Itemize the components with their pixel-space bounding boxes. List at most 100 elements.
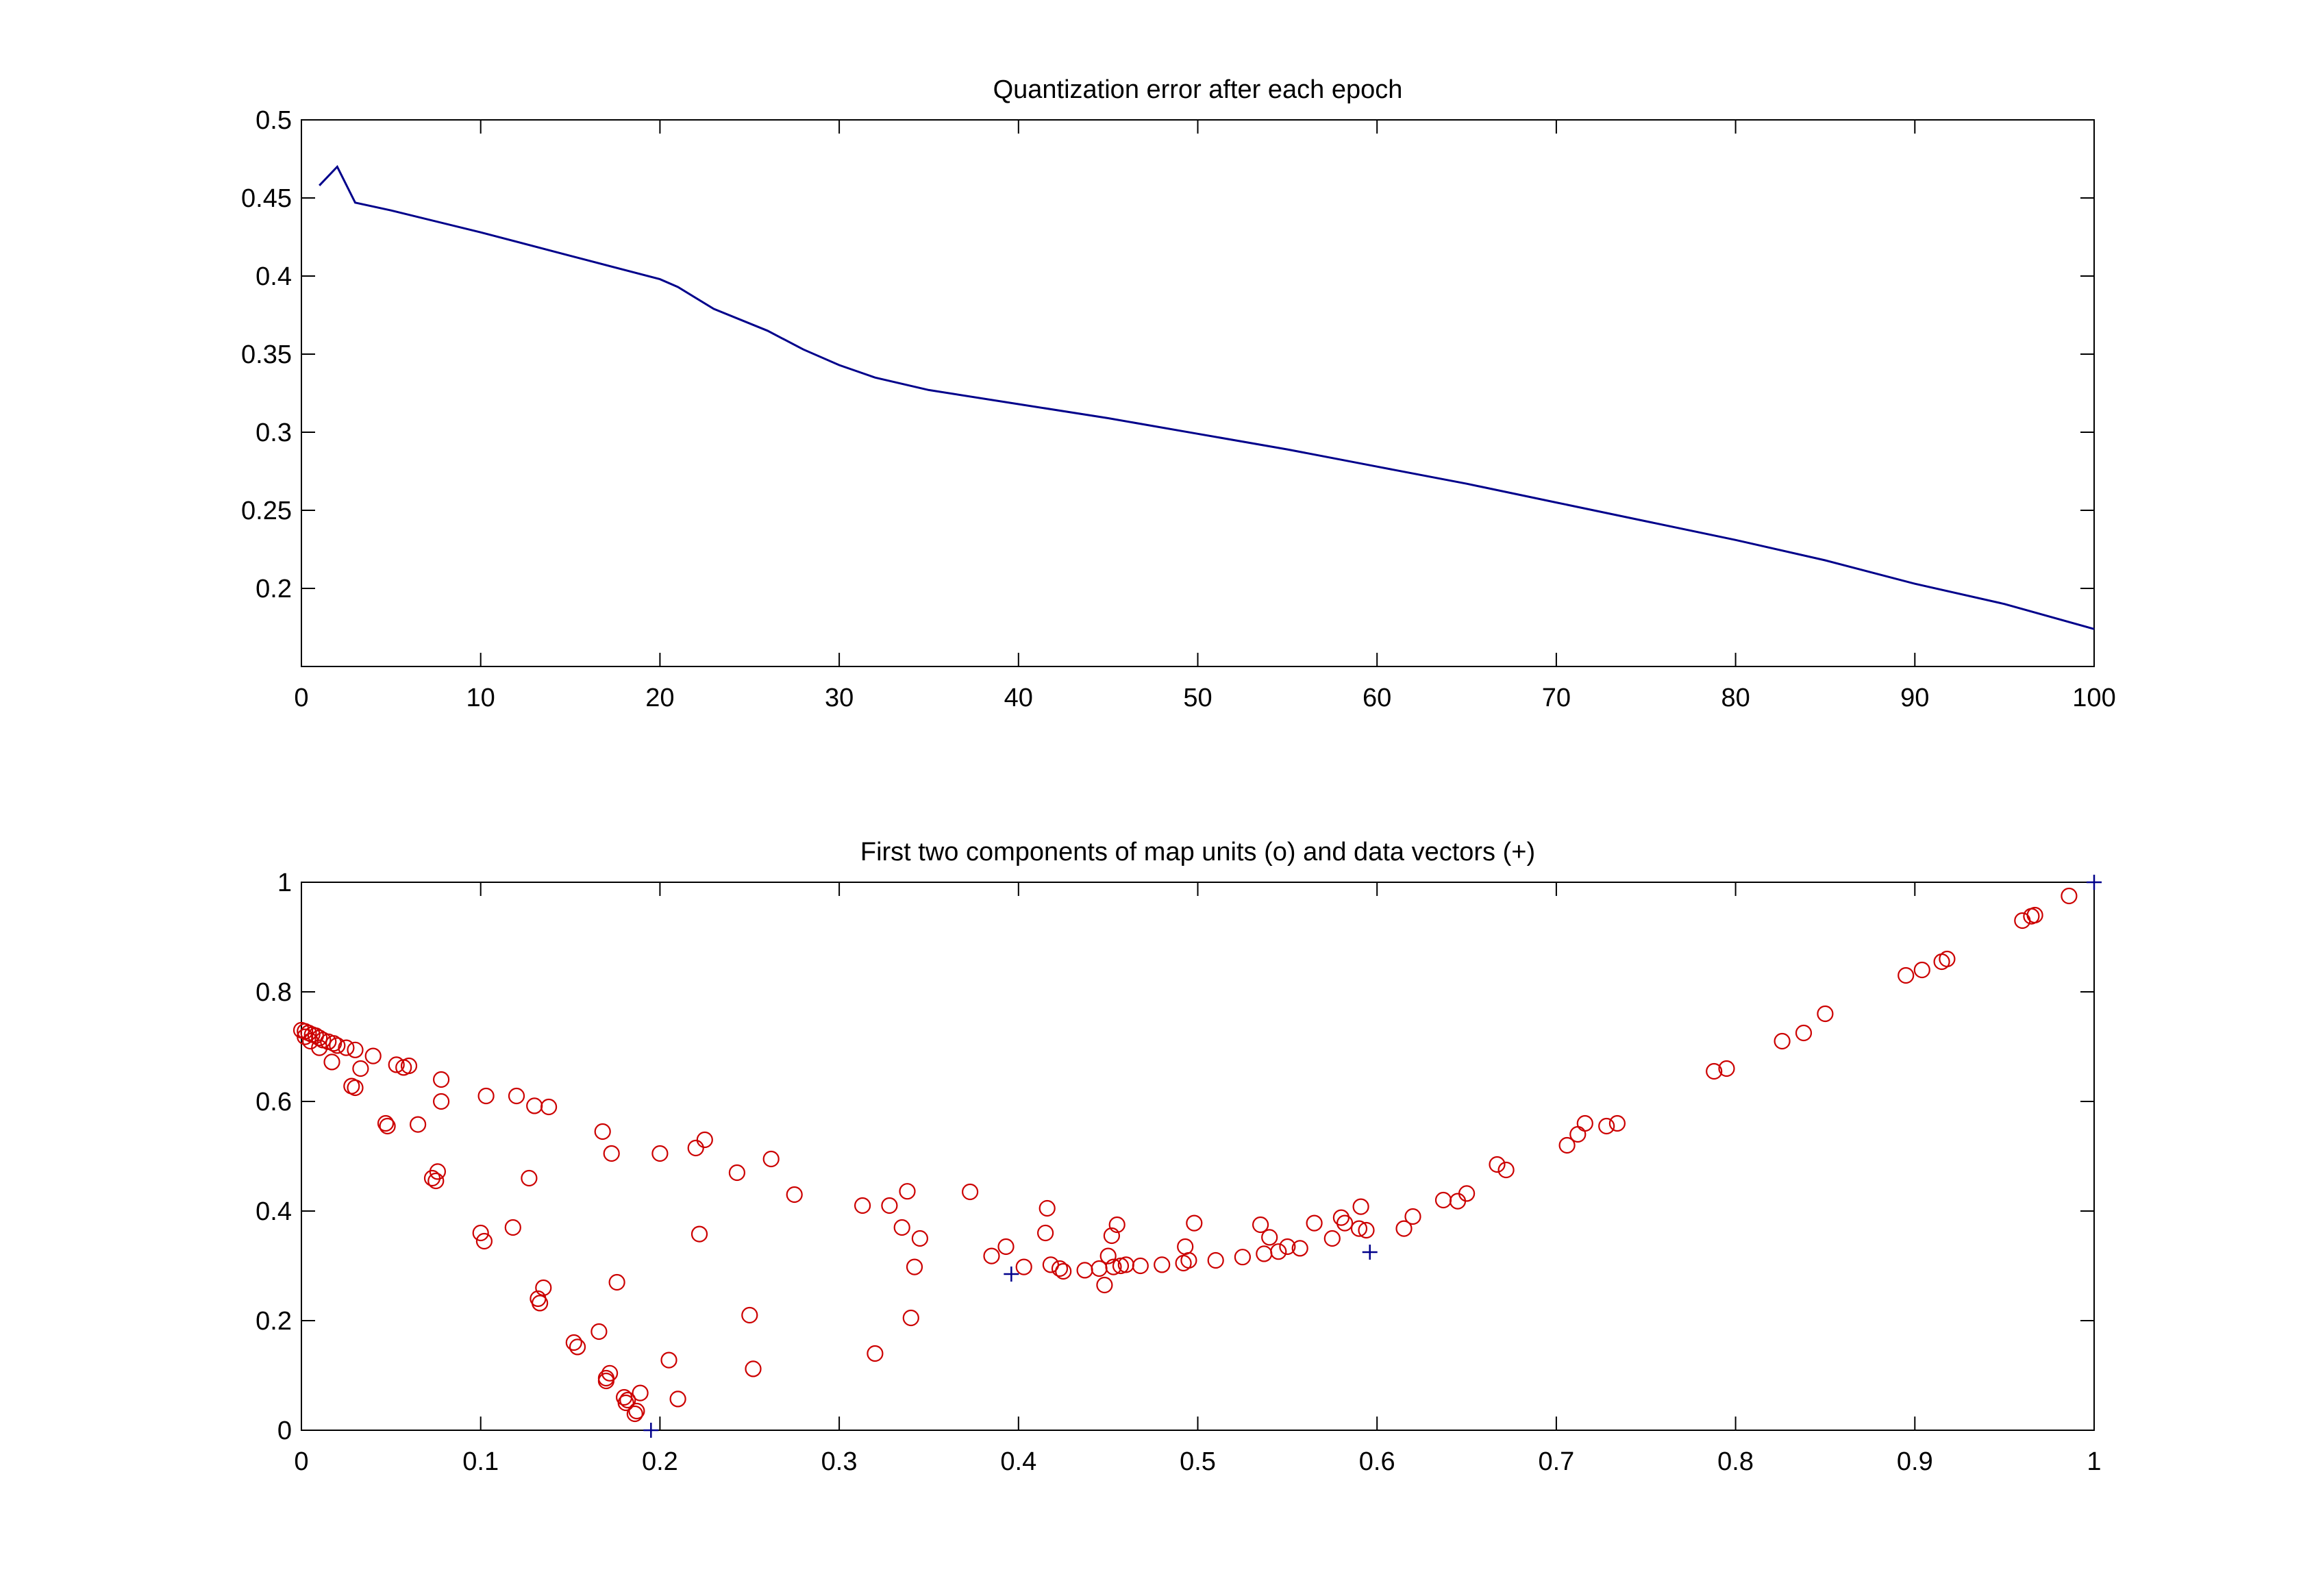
map-unit-point: [347, 1041, 364, 1058]
x-tick-label: 70: [1542, 684, 1571, 712]
map-unit-point: [297, 1028, 314, 1045]
map-unit-point: [1261, 1229, 1278, 1246]
x-tick-label: 0.7: [1538, 1447, 1574, 1476]
map-unit-point: [617, 1394, 634, 1412]
x-tick-label: 20: [645, 684, 674, 712]
chart-title: First two components of map units (o) an…: [860, 838, 1535, 866]
map-unit-point: [388, 1056, 405, 1073]
map-unit-point: [626, 1405, 643, 1423]
map-unit-point: [669, 1391, 686, 1408]
map-unit-point: [696, 1131, 713, 1149]
map-unit-point: [1207, 1251, 1224, 1269]
map-unit-point: [377, 1114, 395, 1132]
x-tick-label: 0.1: [462, 1447, 499, 1476]
map-unit-point: [432, 1071, 450, 1088]
map-unit-point: [687, 1139, 704, 1157]
chart-title: Quantization error after each epoch: [993, 75, 1403, 104]
map-unit-point: [594, 1123, 611, 1140]
x-tick-label: 0.8: [1717, 1447, 1754, 1476]
y-tick-label: 0.6: [256, 1088, 292, 1117]
map-unit-point: [1323, 1230, 1341, 1247]
map-unit-point: [1036, 1224, 1054, 1242]
map-unit-point: [762, 1150, 780, 1168]
y-tick-label: 0.45: [241, 184, 292, 213]
map-unit-point: [1038, 1199, 1056, 1217]
data-series: [293, 875, 2102, 1438]
map-unit-point: [540, 1098, 558, 1116]
map-unit-point: [1103, 1227, 1121, 1245]
map-unit-point: [1279, 1238, 1296, 1256]
map-unit-point: [379, 1117, 396, 1135]
y-tick-label: 0.25: [241, 497, 292, 525]
map-unit-point: [881, 1197, 898, 1214]
map-unit-point: [1015, 1258, 1032, 1275]
map-unit-point: [1336, 1214, 1354, 1232]
y-axis-ticks: 0 0.2 0.4 0.6 0.8 1: [256, 869, 2094, 1445]
map-unit-point: [1489, 1156, 1506, 1173]
map-unit-point: [1332, 1209, 1350, 1226]
data-vector-point: [643, 1423, 659, 1438]
data-series: [319, 164, 2095, 630]
map-unit-point: [311, 1039, 328, 1056]
x-tick-label: 30: [825, 684, 854, 712]
map-unit-point: [427, 1172, 445, 1190]
x-tick-label: 10: [467, 684, 495, 712]
x-tick-label: 0.9: [1897, 1447, 1933, 1476]
map-unit-point: [1350, 1220, 1368, 1237]
map-unit-point: [911, 1230, 929, 1247]
y-tick-label: 0.4: [256, 1197, 292, 1226]
x-tick-label: 100: [2072, 684, 2115, 712]
line-series: [319, 164, 2095, 630]
map-unit-point: [893, 1219, 910, 1236]
map-unit-point: [906, 1258, 923, 1275]
map-units-scatter-plot: First two components of map units (o) an…: [256, 838, 2102, 1476]
map-unit-point: [899, 1183, 916, 1200]
map-unit-point: [601, 1364, 619, 1382]
map-unit-point: [352, 1060, 369, 1077]
map-unit-point: [472, 1224, 489, 1242]
map-unit-point: [1395, 1220, 1413, 1237]
map-unit-point: [1112, 1257, 1130, 1275]
map-unit-point: [364, 1047, 382, 1064]
map-unit-point: [1291, 1240, 1308, 1257]
map-unit-point: [1186, 1214, 1203, 1232]
x-tick-label: 0.4: [1000, 1447, 1036, 1476]
map-unit-point: [338, 1039, 355, 1056]
y-tick-label: 0.35: [241, 340, 292, 369]
map-unit-point: [983, 1247, 1000, 1264]
map-unit-point: [535, 1279, 552, 1297]
map-unit-point: [1576, 1114, 1593, 1132]
y-tick-label: 0.8: [256, 978, 292, 1007]
map-unit-point: [961, 1183, 979, 1201]
map-unit-point: [1055, 1262, 1072, 1280]
map-unit-point: [628, 1402, 645, 1420]
y-tick-label: 0: [277, 1417, 292, 1445]
map-unit-point: [323, 1053, 340, 1071]
map-unit-point: [302, 1032, 319, 1050]
map-unit-point: [1898, 967, 1915, 984]
map-unit-point: [531, 1295, 549, 1312]
map-unit-point: [504, 1219, 521, 1236]
map-unit-point: [1352, 1198, 1369, 1215]
map-unit-point: [521, 1169, 538, 1187]
map-unit-point: [1358, 1221, 1375, 1239]
map-unit-point: [786, 1186, 803, 1204]
map-unit-point: [1270, 1243, 1287, 1260]
map-unit-point: [1913, 961, 1930, 979]
map-unit-point: [475, 1232, 493, 1250]
map-unit-point: [997, 1238, 1015, 1256]
x-tick-label: 0: [294, 1447, 308, 1476]
x-tick-label: 0.5: [1180, 1447, 1216, 1476]
map-unit-point: [1108, 1216, 1125, 1234]
map-unit-point: [1718, 1060, 1735, 1077]
map-unit-point: [409, 1116, 427, 1133]
map-unit-point: [867, 1345, 884, 1362]
map-unit-point: [329, 1037, 346, 1054]
map-unit-point: [603, 1145, 620, 1162]
map-unit-point: [1306, 1214, 1323, 1232]
x-tick-label: 60: [1363, 684, 1391, 712]
map-unit-point: [347, 1079, 364, 1097]
map-unit-point: [597, 1369, 615, 1387]
x-tick-label: 0.3: [821, 1447, 858, 1476]
